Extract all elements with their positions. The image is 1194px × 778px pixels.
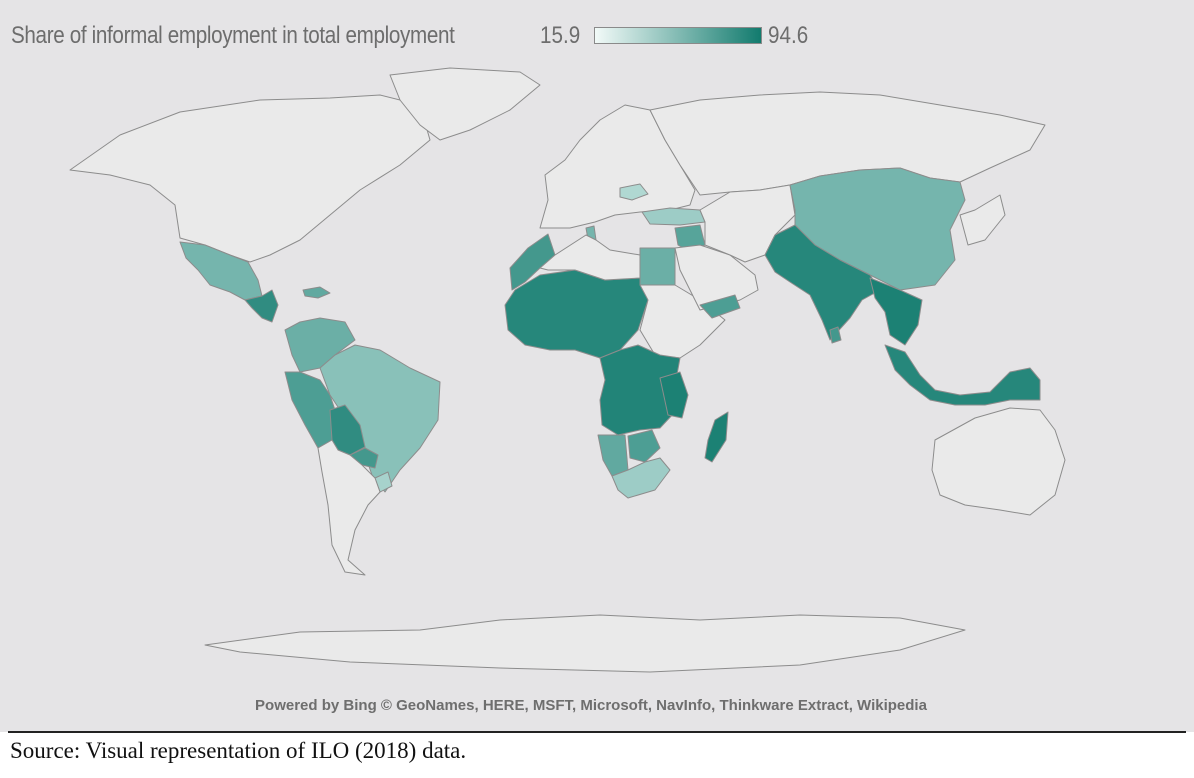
legend-min-label: 15.9 <box>540 22 581 49</box>
region-namibia <box>597 434 629 477</box>
region-zimbabwe <box>627 429 661 463</box>
region-caribbean <box>302 286 331 299</box>
map-figure: Share of informal employment in total em… <box>0 0 1194 732</box>
region-sri-lanka <box>829 326 842 344</box>
map-attribution: Powered by Bing © GeoNames, HERE, MSFT, … <box>255 697 927 714</box>
region-turkey <box>641 207 706 226</box>
legend-max-label: 94.6 <box>768 22 809 49</box>
region-southern-cone <box>317 439 381 576</box>
source-divider <box>8 731 1186 733</box>
region-australia <box>931 407 1066 516</box>
legend-title: Share of informal employment in total em… <box>11 22 455 49</box>
source-note: Source: Visual representation of ILO (20… <box>10 738 467 763</box>
region-indonesia <box>884 344 1041 406</box>
region-greenland <box>389 67 541 141</box>
region-romania <box>619 183 649 201</box>
region-southeast-asia <box>869 277 923 346</box>
legend-color-scale <box>594 27 762 44</box>
region-yemen <box>699 294 741 319</box>
region-pakistan-india <box>764 224 881 341</box>
region-south-africa <box>611 457 671 499</box>
region-tanzania <box>659 371 689 419</box>
region-north-america <box>69 94 431 263</box>
region-colombia-venezuela <box>284 317 356 373</box>
region-madagascar <box>704 411 729 463</box>
region-sahel-west-africa <box>504 269 649 359</box>
region-japan-korea-nodata <box>959 194 1006 246</box>
world-map <box>69 67 1066 673</box>
region-antarctica <box>204 614 966 673</box>
region-arabia-nodata <box>674 244 759 311</box>
region-egypt <box>639 247 676 286</box>
region-central-africa <box>599 344 681 436</box>
region-central-america <box>244 289 279 323</box>
